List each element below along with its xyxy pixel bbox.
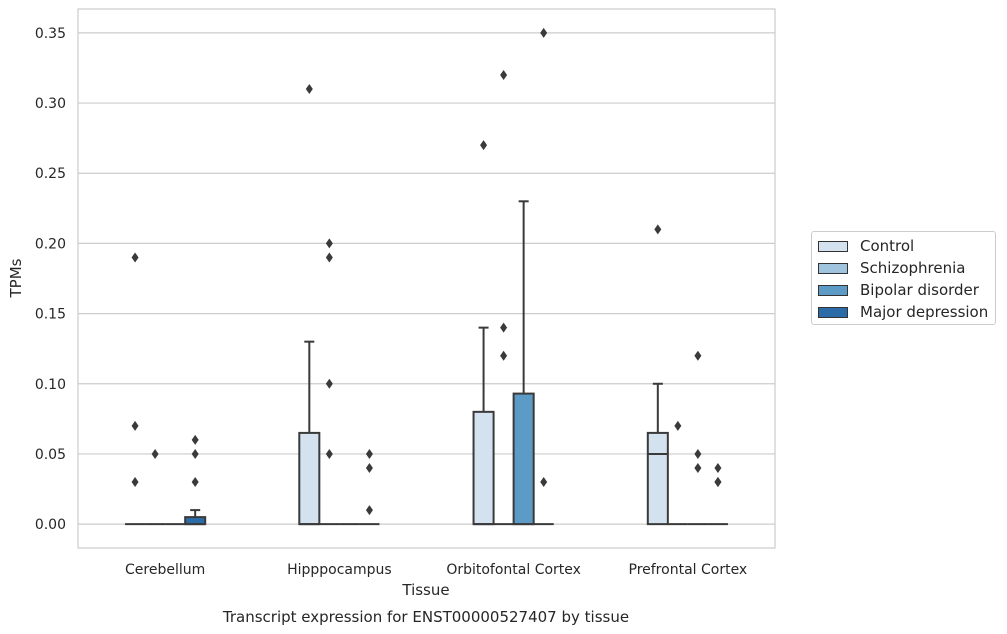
box (125, 252, 146, 526)
plot-area-frame (77, 8, 776, 549)
outlier-point (500, 69, 508, 80)
box (319, 238, 340, 526)
series-schizophrenia (145, 69, 688, 526)
chart-title: Transcript expression for ENST0000052740… (222, 608, 629, 626)
outlier-point (325, 378, 333, 389)
box-series (125, 27, 728, 526)
legend-item-major-depression: Major depression (818, 302, 988, 322)
x-tick-label: Prefrontal Cortex (629, 562, 748, 578)
legend-swatch-schizophrenia (818, 262, 848, 274)
box (687, 350, 708, 526)
box (472, 140, 495, 526)
legend-swatch-major-depression (818, 306, 848, 318)
y-tick-label: 0.15 (35, 307, 66, 323)
box-body (512, 392, 535, 526)
legend-item-schizophrenia: Schizophrenia (818, 258, 965, 278)
y-tick-label: 0.25 (35, 166, 66, 182)
y-tick-label: 0.35 (35, 26, 66, 42)
outlier-point (500, 350, 508, 361)
box-body (184, 516, 207, 526)
outlier-point (131, 477, 139, 488)
x-tick-label: Hipppocampus (287, 562, 392, 578)
y-tick-label: 0.20 (35, 236, 66, 252)
box (646, 224, 669, 526)
outlier-point (151, 448, 159, 459)
y-tick-label: 0.00 (35, 517, 66, 533)
y-tick-label: 0.30 (35, 96, 66, 112)
legend-swatch-bipolar-disorder (818, 284, 848, 296)
outlier-point (540, 477, 548, 488)
outlier-point (131, 420, 139, 431)
series-control (125, 84, 669, 526)
outlier-point (674, 420, 682, 431)
outlier-point (654, 224, 662, 235)
y-tick-label: 0.05 (35, 447, 66, 463)
outlier-point (365, 462, 373, 473)
gridlines (78, 32, 775, 525)
box (359, 448, 380, 526)
outlier-point (365, 505, 373, 516)
outlier-point (540, 27, 548, 38)
outlier-point (480, 140, 488, 151)
outlier-point (131, 252, 139, 263)
outlier-point (714, 462, 722, 473)
legend-item-bipolar-disorder: Bipolar disorder (818, 280, 979, 300)
outlier-point (694, 448, 702, 459)
outlier-point (191, 434, 199, 445)
legend-label: Control (860, 237, 915, 255)
y-tick-label: 0.10 (35, 377, 66, 393)
box (298, 84, 321, 526)
outlier-point (694, 462, 702, 473)
box (145, 448, 166, 526)
outlier-point (325, 448, 333, 459)
x-tick-label: Cerebellum (125, 562, 205, 578)
y-axis-label: TPMs (7, 258, 25, 298)
box-body (646, 431, 669, 526)
outlier-point (305, 84, 313, 95)
box (184, 434, 207, 526)
box (493, 69, 514, 526)
series-major-depression (184, 27, 728, 526)
outlier-point (714, 477, 722, 488)
outlier-point (325, 252, 333, 263)
outlier-point (325, 238, 333, 249)
legend: Control Schizophrenia Bipolar disorder M… (811, 231, 996, 325)
outlier-point (500, 322, 508, 333)
outlier-point (191, 477, 199, 488)
box-body (298, 431, 321, 526)
legend-label: Major depression (860, 303, 989, 321)
series-bipolar-disorder (165, 200, 708, 526)
box (667, 420, 688, 526)
legend-swatch-control (818, 240, 848, 252)
outlier-point (365, 448, 373, 459)
legend-label: Schizophrenia (860, 259, 966, 277)
box (512, 200, 535, 526)
x-axis-label: Tissue (401, 581, 449, 599)
legend-item-control: Control (818, 236, 914, 256)
box (533, 27, 554, 526)
y-tick-labels: 0.00 0.05 0.10 0.15 0.20 0.25 0.30 0.35 (35, 26, 66, 533)
outlier-point (694, 350, 702, 361)
x-tick-labels: Cerebellum Hipppocampus Orbitofontal Corte… (125, 562, 747, 578)
box (707, 462, 728, 526)
outlier-point (191, 448, 199, 459)
box-body (472, 410, 495, 526)
x-tick-label: Orbitofontal Cortex (446, 562, 581, 578)
legend-label: Bipolar disorder (860, 281, 979, 299)
